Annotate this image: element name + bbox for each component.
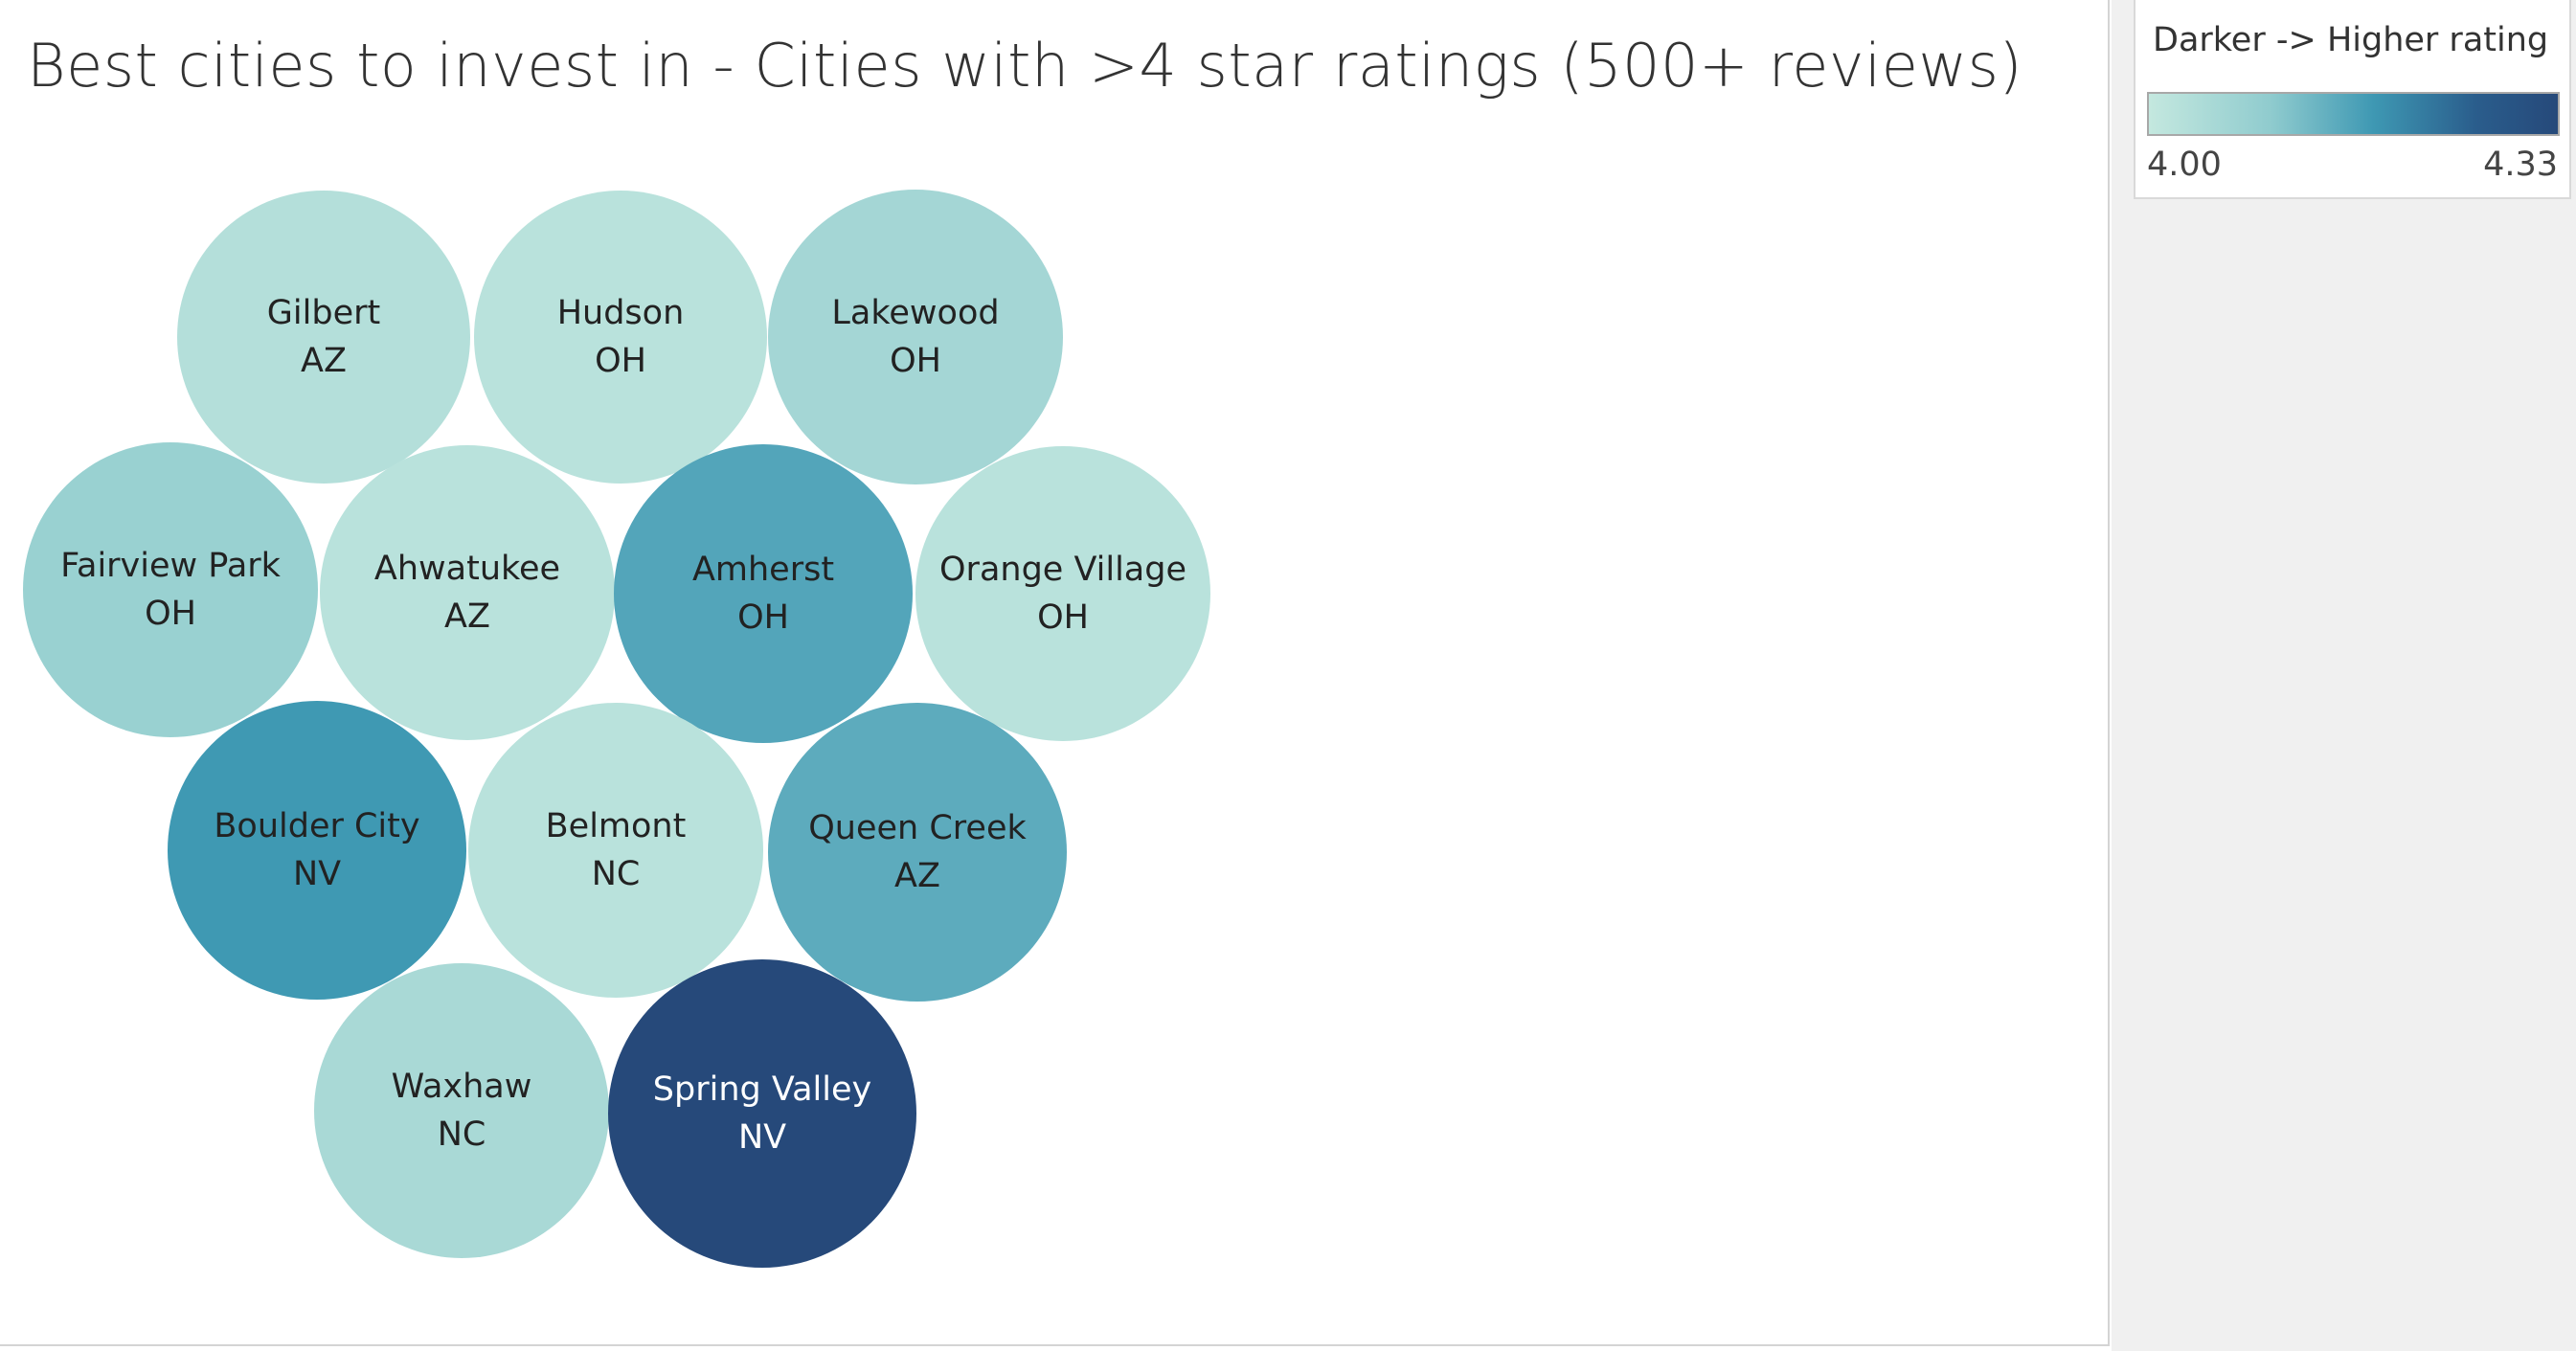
- bubble-mark[interactable]: [468, 703, 763, 998]
- bubble-city-label: Hudson: [557, 294, 685, 332]
- bubble-city-label: Fairview Park: [60, 547, 282, 585]
- bubble-state-label: OH: [595, 342, 646, 380]
- bubble-mark[interactable]: [768, 190, 1063, 484]
- bubble-queen-creek[interactable]: Queen Creek AZ: [768, 703, 1067, 1002]
- bubble-state-label: AZ: [301, 342, 347, 380]
- bubble-lakewood[interactable]: Lakewood OH: [768, 190, 1063, 484]
- bubble-amherst[interactable]: Amherst OH: [614, 444, 913, 743]
- legend-max-label: 4.33: [2483, 146, 2558, 184]
- bubble-ahwatukee[interactable]: Ahwatukee AZ: [320, 445, 615, 740]
- bubble-state-label: OH: [890, 342, 941, 380]
- bubble-waxhaw[interactable]: Waxhaw NC: [314, 963, 609, 1258]
- legend-gradient-bar: [2147, 92, 2560, 136]
- bubble-state-label: NV: [738, 1118, 786, 1157]
- bubble-state-label: AZ: [894, 857, 940, 895]
- bubble-city-label: Waxhaw: [392, 1068, 532, 1106]
- bubble-mark[interactable]: [608, 959, 916, 1268]
- bubble-mark[interactable]: [915, 446, 1210, 741]
- chart-area: Best cities to invest in - Cities with >…: [0, 0, 2110, 1346]
- bubble-city-label: Spring Valley: [653, 1070, 871, 1109]
- legend-min-label: 4.00: [2147, 146, 2222, 184]
- bubble-city-label: Queen Creek: [808, 809, 1027, 847]
- bubble-mark[interactable]: [23, 442, 318, 737]
- bubble-city-label: Belmont: [546, 807, 687, 845]
- bubble-hudson[interactable]: Hudson OH: [474, 191, 767, 484]
- bubble-city-label: Lakewood: [831, 294, 999, 332]
- bubble-state-label: NC: [438, 1115, 486, 1154]
- legend-title: Darker -> Higher rating: [2153, 21, 2549, 59]
- bubble-fairview-park[interactable]: Fairview Park OH: [23, 442, 318, 737]
- bubble-orange-village[interactable]: Orange Village OH: [915, 446, 1210, 741]
- chart-title: Best cities to invest in - Cities with >…: [27, 31, 2023, 101]
- bubble-state-label: NC: [592, 855, 641, 893]
- bubble-mark[interactable]: [177, 191, 470, 484]
- bubble-state-label: OH: [145, 595, 196, 633]
- bubble-mark[interactable]: [314, 963, 609, 1258]
- sidebar-panel: [2112, 0, 2576, 1351]
- bubble-city-label: Boulder City: [214, 807, 419, 845]
- bubble-gilbert[interactable]: Gilbert AZ: [177, 191, 470, 484]
- bubble-city-label: Amherst: [692, 551, 834, 589]
- bubble-city-label: Ahwatukee: [374, 550, 560, 588]
- bubble-state-label: OH: [737, 598, 789, 637]
- bubble-belmont[interactable]: Belmont NC: [468, 703, 763, 998]
- bubble-mark[interactable]: [168, 701, 466, 1000]
- bubble-mark[interactable]: [320, 445, 615, 740]
- bubble-boulder-city[interactable]: Boulder City NV: [168, 701, 466, 1000]
- bubble-city-label: Orange Village: [939, 551, 1186, 589]
- bubble-state-label: OH: [1037, 598, 1089, 637]
- bubble-state-label: NV: [293, 855, 341, 893]
- bubble-mark[interactable]: [768, 703, 1067, 1002]
- color-legend: Darker -> Higher rating 4.00 4.33: [2134, 0, 2571, 199]
- bubble-mark[interactable]: [614, 444, 913, 743]
- bubble-state-label: AZ: [444, 597, 490, 636]
- bubble-spring-valley[interactable]: Spring Valley NV: [608, 959, 916, 1268]
- bubble-mark[interactable]: [474, 191, 767, 484]
- bubble-city-label: Gilbert: [267, 294, 380, 332]
